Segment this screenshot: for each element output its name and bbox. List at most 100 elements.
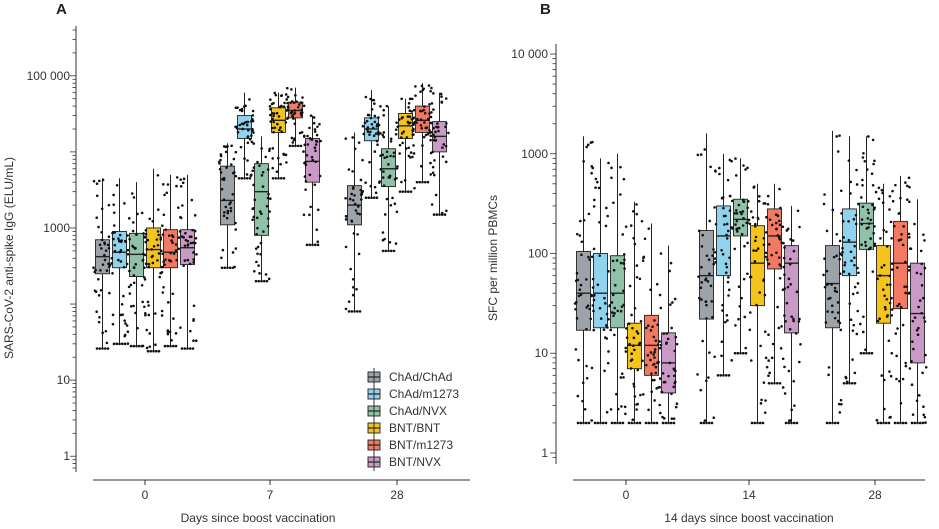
panel-b-data-point xyxy=(709,284,713,288)
panel-b-data-point xyxy=(836,301,840,304)
panel-a-data-point xyxy=(160,309,164,313)
panel-a-data-point xyxy=(279,162,282,166)
panel-a-data-point xyxy=(424,133,428,137)
panel-a-data-point xyxy=(231,192,235,196)
panel-b-data-point xyxy=(652,335,656,339)
panel-b-data-point xyxy=(760,398,763,402)
panel-a-data-point xyxy=(104,329,108,333)
panel-a-data-point xyxy=(400,180,403,184)
panel-a-data-point xyxy=(98,243,102,247)
panel-a-data-point xyxy=(117,237,120,240)
panel-b-data-point xyxy=(705,317,708,320)
panel-a-data-point xyxy=(401,190,405,193)
panel-a-data-point xyxy=(223,266,227,270)
panel-b-data-point xyxy=(885,283,889,287)
panel-b-data-point xyxy=(890,308,894,311)
panel-a-data-point xyxy=(394,128,398,131)
panel-a-data-point xyxy=(248,98,251,101)
panel-a-data-point xyxy=(352,185,355,189)
panel-a-data-point xyxy=(184,231,187,235)
panel-b-data-point xyxy=(853,371,857,375)
panel-b-data-point xyxy=(767,333,770,337)
panel-b-data-point xyxy=(656,323,659,327)
panel-b-data-point xyxy=(700,298,703,301)
panel-b-data-point xyxy=(915,271,919,275)
panel-b-data-point xyxy=(735,209,738,212)
panel-a-data-point xyxy=(177,236,181,239)
panel-a-data-point xyxy=(117,258,120,262)
panel-a-data-point xyxy=(370,122,374,126)
panel-a-data-point xyxy=(355,310,359,313)
panel-b-data-point xyxy=(872,162,875,166)
panel-b-data-point xyxy=(598,254,602,257)
panel-b-data-point xyxy=(656,361,659,365)
panel-a-data-point xyxy=(355,287,358,291)
panel-b-box-bnt-bnt-0 xyxy=(624,201,644,425)
panel-a-data-point xyxy=(132,304,135,308)
panel-a-data-point xyxy=(161,233,165,236)
panel-a-data-point xyxy=(308,173,312,177)
panel-a-data-point xyxy=(127,217,131,220)
panel-b-data-point xyxy=(653,356,656,359)
panel-b-data-point xyxy=(924,421,927,424)
panel-b-label: B xyxy=(540,1,551,18)
panel-a-data-point xyxy=(119,260,123,263)
panel-a-data-point xyxy=(316,243,320,247)
panel-b-data-point xyxy=(767,262,771,266)
panel-b-box-chad-m1273-14 xyxy=(713,153,734,377)
panel-b-data-point xyxy=(924,365,928,369)
panel-a-data-point xyxy=(364,196,368,199)
panel-a-data-point xyxy=(134,311,137,315)
panel-a-data-point xyxy=(277,115,281,118)
panel-b-data-point xyxy=(592,198,596,202)
panel-b-data-point xyxy=(910,421,914,425)
panel-a-data-point xyxy=(222,145,226,148)
panel-a-data-point xyxy=(225,216,229,220)
panel-a-data-point xyxy=(373,114,377,118)
panel-a-data-point xyxy=(156,173,160,177)
panel-b-data-point xyxy=(847,238,851,242)
panel-b-data-point xyxy=(726,178,730,182)
panel-a-data-point xyxy=(279,126,282,129)
panel-a-data-point xyxy=(278,105,282,109)
panel-a-data-point xyxy=(152,244,156,248)
panel-a-data-point xyxy=(395,210,399,214)
panel-b-data-point xyxy=(671,301,674,304)
panel-a-data-point xyxy=(101,331,104,335)
panel-a-data-point xyxy=(136,212,139,216)
panel-b-data-point xyxy=(770,381,774,385)
panel-b-data-point xyxy=(744,168,747,171)
panel-a-data-point xyxy=(387,249,390,253)
panel-b-data-point xyxy=(607,350,610,353)
panel-b-data-point xyxy=(670,326,673,330)
panel-b-data-point xyxy=(724,374,728,377)
panel-a-data-point xyxy=(266,217,270,220)
panel-b-data-point xyxy=(735,219,739,223)
panel-b-data-point xyxy=(615,259,619,262)
panel-b-data-point xyxy=(881,191,884,195)
panel-a-data-point xyxy=(253,269,256,273)
panel-b-data-point xyxy=(582,421,585,425)
panel-a-data-point xyxy=(389,154,392,158)
panel-a-data-point xyxy=(395,167,399,170)
panel-a-data-point xyxy=(428,112,431,115)
panel-b-data-point xyxy=(920,311,923,315)
panel-b-data-point xyxy=(736,351,740,355)
panel-b-data-point xyxy=(610,176,613,180)
panel-b-data-point xyxy=(780,325,783,328)
panel-b-data-point xyxy=(635,212,639,216)
panel-b-data-point xyxy=(630,313,633,317)
panel-a-data-point xyxy=(174,243,178,246)
panel-b-data-point xyxy=(883,294,886,298)
panel-a-data-point xyxy=(266,168,270,171)
panel-a-data-point xyxy=(115,183,119,187)
panel-a-data-point xyxy=(268,105,272,108)
panel-a-data-point xyxy=(94,268,97,272)
panel-a-data-point xyxy=(258,164,261,167)
panel-b-data-point xyxy=(653,378,656,382)
panel-b-data-point xyxy=(781,288,785,292)
panel-b-data-point xyxy=(920,262,924,266)
panel-a-data-point xyxy=(123,342,127,346)
panel-b-data-point xyxy=(875,418,879,422)
